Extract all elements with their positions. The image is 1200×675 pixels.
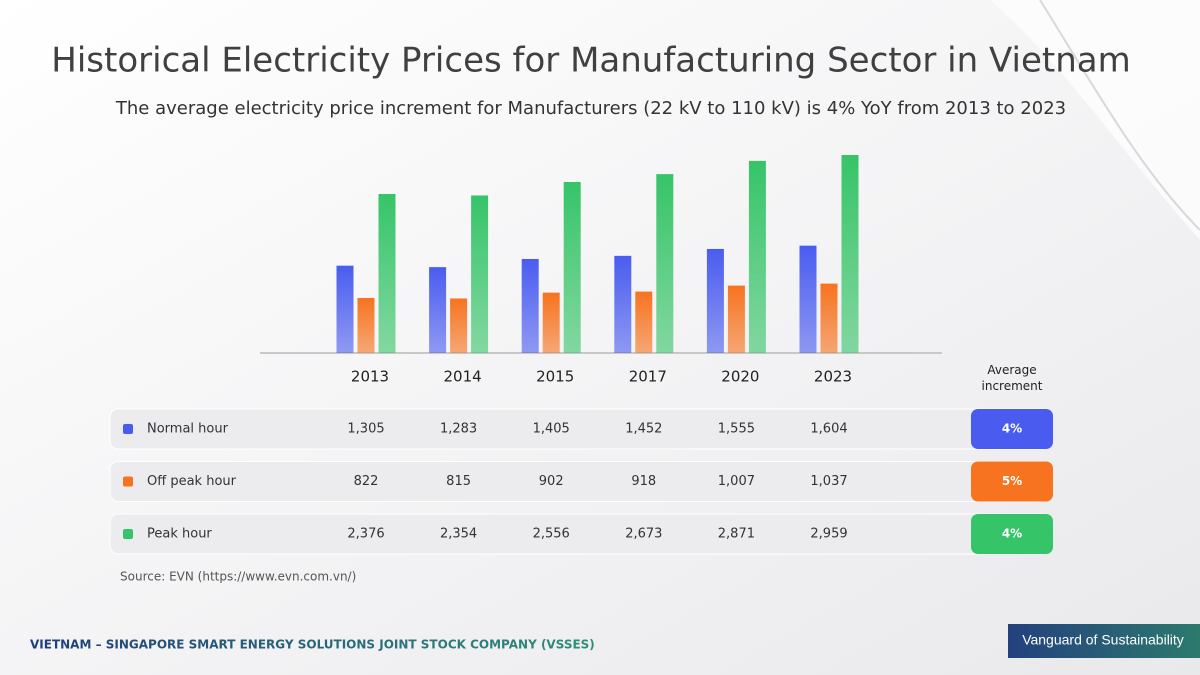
legend-label: Normal hour bbox=[147, 422, 229, 437]
bar bbox=[450, 298, 468, 353]
bar bbox=[706, 248, 724, 353]
table-value: 2,673 bbox=[625, 527, 662, 542]
badge-box bbox=[1008, 624, 1200, 658]
x-tick-label: 2017 bbox=[629, 368, 667, 386]
table-value: 1,283 bbox=[440, 422, 477, 437]
badge: Vanguard of Sustainability bbox=[1022, 632, 1184, 648]
table-value: 918 bbox=[631, 474, 656, 489]
footer: VIETNAM – SINGAPORE SMART ENERGY SOLUTIO… bbox=[30, 638, 595, 652]
bar bbox=[799, 245, 817, 353]
legend-swatch bbox=[123, 424, 133, 434]
decor bbox=[1039, 0, 1200, 231]
subtitle: The average electricity price increment … bbox=[115, 98, 1066, 119]
bar bbox=[521, 258, 539, 353]
x-tick-label: 2013 bbox=[351, 368, 389, 386]
table-value: 2,556 bbox=[533, 527, 570, 542]
x-tick-label: 2015 bbox=[536, 368, 574, 386]
table-value: 1,007 bbox=[718, 474, 755, 489]
increment-header: Average increment bbox=[981, 363, 1043, 393]
table-value: 1,305 bbox=[347, 422, 384, 437]
source: Source: EVN (https://www.evn.com.vn/) bbox=[120, 570, 356, 584]
legend-swatch bbox=[123, 476, 133, 487]
increment-box bbox=[971, 409, 1053, 449]
increment-value: 4% bbox=[1002, 422, 1022, 436]
legend-label: Off peak hour bbox=[147, 474, 237, 489]
table-value: 2,376 bbox=[347, 527, 384, 542]
bar bbox=[378, 194, 396, 353]
table-value: 1,037 bbox=[810, 474, 847, 489]
decor bbox=[990, 0, 1200, 240]
bar bbox=[614, 255, 632, 353]
bar bbox=[841, 155, 859, 353]
table-value: 815 bbox=[446, 474, 471, 489]
table-value: 1,452 bbox=[625, 422, 662, 437]
increment-value: 4% bbox=[1002, 527, 1022, 541]
table-row bbox=[109, 461, 1051, 502]
bar bbox=[429, 267, 447, 353]
bar bbox=[357, 297, 375, 353]
bar bbox=[656, 174, 674, 353]
bar bbox=[471, 195, 489, 353]
bar bbox=[542, 292, 560, 353]
table-row bbox=[109, 513, 1051, 555]
bar bbox=[748, 160, 766, 353]
increment-value: 5% bbox=[1002, 474, 1022, 488]
bar bbox=[336, 265, 354, 353]
table-value: 1,555 bbox=[718, 422, 755, 437]
table-value: 2,354 bbox=[440, 527, 477, 542]
table-value: 2,871 bbox=[718, 527, 755, 542]
table-value: 2,959 bbox=[810, 527, 847, 542]
title: Historical Electricity Prices for Manufa… bbox=[51, 41, 1130, 81]
bar bbox=[563, 181, 581, 353]
bar bbox=[635, 291, 653, 353]
legend-label: Peak hour bbox=[147, 527, 212, 542]
bar bbox=[727, 285, 745, 353]
x-tick-label: 2023 bbox=[814, 368, 852, 386]
table-value: 1,405 bbox=[533, 422, 570, 437]
increment-box bbox=[971, 461, 1053, 502]
increment-header-box: Average increment bbox=[981, 363, 1043, 393]
table-row bbox=[109, 408, 1051, 450]
table-value: 902 bbox=[539, 474, 564, 489]
x-tick-label: 2014 bbox=[444, 368, 482, 386]
x-tick-label: 2020 bbox=[721, 368, 759, 386]
table-value: 1,604 bbox=[810, 422, 847, 437]
legend-swatch bbox=[123, 529, 133, 539]
increment-box bbox=[971, 514, 1053, 554]
table-value: 822 bbox=[354, 474, 379, 489]
bar bbox=[820, 283, 838, 353]
